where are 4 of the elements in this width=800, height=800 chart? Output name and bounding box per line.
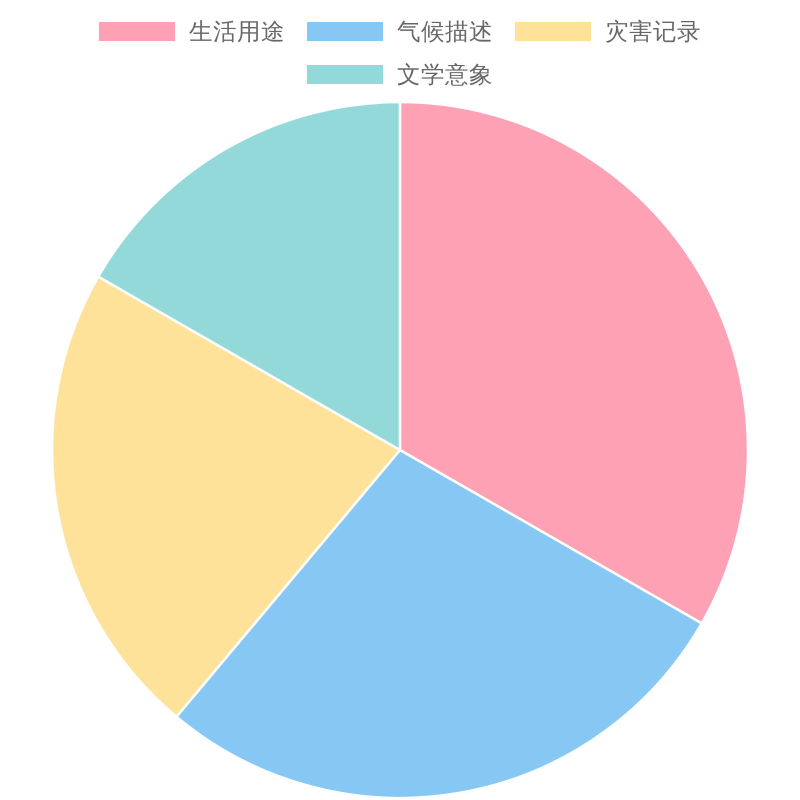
legend-label: 文学意象: [397, 60, 493, 88]
legend-label: 气候描述: [397, 18, 493, 46]
legend-label: 生活用途: [189, 18, 285, 46]
legend-label: 灾害记录: [605, 18, 701, 46]
